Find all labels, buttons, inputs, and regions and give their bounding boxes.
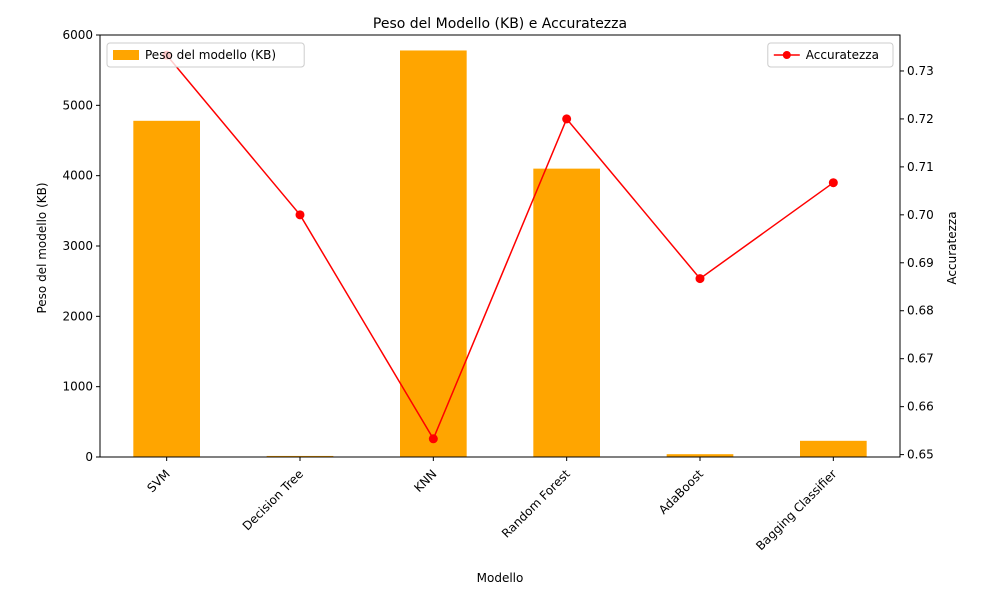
y-right-tick-label: 0.67 xyxy=(907,352,934,366)
accuracy-point-bagging-classifier xyxy=(828,178,838,188)
y-left-tick-label: 4000 xyxy=(62,169,93,183)
accuracy-point-decision-tree xyxy=(295,210,305,220)
bar-bagging-classifier xyxy=(800,440,867,457)
legend-swatch-bar xyxy=(113,50,139,60)
bar-random-forest xyxy=(533,168,600,457)
bar-knn xyxy=(400,50,467,457)
accuracy-line xyxy=(166,54,834,441)
accuracy-point-random-forest xyxy=(562,114,572,124)
legend-swatch-marker xyxy=(782,51,791,59)
y-right-tick-label: 0.71 xyxy=(907,160,934,174)
y-left-tick-label: 1000 xyxy=(62,380,93,394)
x-tick-label: Bagging Classifier xyxy=(753,467,839,553)
bar-svm xyxy=(133,120,200,457)
y-right-tick-label: 0.69 xyxy=(907,256,934,270)
legend-right: Accuratezza xyxy=(767,42,894,68)
y-left-tick-label: 2000 xyxy=(62,309,93,323)
plot-frame xyxy=(99,34,901,458)
x-tick-label: Random Forest xyxy=(499,467,573,541)
legend-box xyxy=(767,42,894,68)
y-left-tick-label: 5000 xyxy=(62,98,93,112)
y-left-tick-label: 0 xyxy=(85,450,93,464)
x-tick-label: KNN xyxy=(411,467,439,495)
y-right-tick-label: 0.73 xyxy=(907,64,934,78)
bars-layer xyxy=(133,50,867,457)
y-right-tick-label: 0.72 xyxy=(907,112,934,126)
legend-label: Accuratezza xyxy=(806,48,879,62)
legend-box xyxy=(106,42,305,68)
y-right-tick-label: 0.66 xyxy=(907,400,934,414)
y-right-tick-label: 0.70 xyxy=(907,208,934,222)
y-left-tick-label: 6000 xyxy=(62,28,93,42)
y-right-tick-label: 0.65 xyxy=(907,448,934,462)
line-layer xyxy=(162,50,838,444)
x-axis-title: Modello xyxy=(477,571,524,585)
accuracy-point-knn xyxy=(428,434,438,444)
accuracy-point-adaboost xyxy=(695,274,705,284)
bar-adaboost xyxy=(666,454,734,457)
bar-decision-tree xyxy=(266,455,334,457)
x-tick-label: SVM xyxy=(144,467,172,495)
y-axis-right-title: Accuratezza xyxy=(945,211,959,284)
x-tick-label: Decision Tree xyxy=(240,467,306,533)
legend-label: Peso del modello (KB) xyxy=(145,48,276,62)
legend-left: Peso del modello (KB) xyxy=(106,42,305,68)
chart-title: Peso del Modello (KB) e Accuratezza xyxy=(373,16,627,32)
y-right-tick-label: 0.68 xyxy=(907,304,934,318)
x-tick-label: AdaBoost xyxy=(656,467,706,517)
y-axis-left-title: Peso del modello (KB) xyxy=(35,182,49,313)
y-left-tick-label: 3000 xyxy=(62,239,93,253)
